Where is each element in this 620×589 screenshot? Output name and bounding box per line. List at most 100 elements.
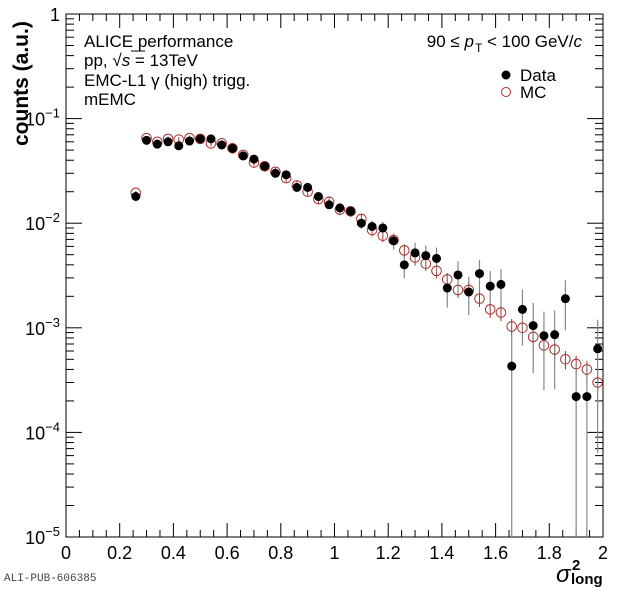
mc-point bbox=[345, 205, 356, 217]
mc-point bbox=[259, 160, 270, 172]
data-point bbox=[474, 269, 484, 279]
mc-point bbox=[452, 284, 464, 296]
y-tick-base: 10 bbox=[25, 319, 45, 339]
y-tick-exp: −2 bbox=[45, 210, 60, 225]
legend-data-label: Data bbox=[520, 66, 556, 85]
y-tick-label: 10−5 bbox=[25, 524, 60, 548]
mc-point bbox=[592, 377, 603, 388]
y-tick-exp: −3 bbox=[45, 315, 60, 330]
legend-mc-marker bbox=[501, 87, 511, 97]
data-point bbox=[249, 154, 259, 164]
data-point bbox=[432, 253, 442, 263]
data-point bbox=[174, 141, 184, 151]
legend-mc-label: MC bbox=[520, 83, 546, 102]
data-point bbox=[281, 170, 291, 180]
data-point bbox=[539, 331, 549, 341]
data-point bbox=[528, 321, 538, 331]
x-tick-label: 0 bbox=[61, 543, 71, 563]
mc-point bbox=[560, 353, 571, 365]
data-point bbox=[346, 206, 356, 216]
annotation-block: ALICE performance pp, √s = 13TeV EMC-L1 … bbox=[84, 32, 250, 109]
y-tick-label: 1 bbox=[50, 5, 60, 25]
data-point bbox=[356, 218, 366, 228]
data-point bbox=[152, 139, 162, 149]
mc-series bbox=[130, 132, 603, 388]
legend-data-marker bbox=[501, 70, 511, 80]
y-tick-base: 10 bbox=[25, 110, 45, 130]
x-tick-label: 1.8 bbox=[537, 543, 562, 563]
y-axis-label: counts (a.u.) bbox=[10, 21, 33, 146]
data-point bbox=[335, 203, 345, 213]
data-point bbox=[185, 136, 195, 146]
data-point bbox=[453, 270, 463, 280]
data-point bbox=[550, 330, 560, 340]
pt-range-label: 90 ≤ pT < 100 GeV/c bbox=[427, 32, 583, 55]
data-point bbox=[292, 182, 302, 192]
y-tick-label: 10−1 bbox=[25, 106, 60, 130]
annotation-mEMC: mEMC bbox=[84, 90, 136, 109]
pt-suffix: < 100 GeV/ bbox=[482, 32, 573, 51]
x-axis-label-sup: 2 bbox=[572, 557, 580, 574]
mc-point bbox=[399, 245, 410, 256]
annotation-trigger: EMC-L1 γ (high) trigg. bbox=[84, 71, 250, 90]
data-point bbox=[270, 168, 280, 178]
annotation-alice: ALICE performance bbox=[84, 32, 233, 51]
data-point bbox=[485, 281, 495, 291]
data-point bbox=[142, 135, 152, 145]
y-tick-exp: −1 bbox=[45, 106, 60, 121]
reference-id: ALI-PUB-606385 bbox=[4, 573, 97, 585]
data-point bbox=[131, 191, 141, 201]
y-tick-base: 10 bbox=[25, 423, 45, 443]
x-tick-labels: 0 0.2 0.4 0.6 0.8 1 1.2 1.4 1.6 1.8 2 bbox=[61, 543, 608, 563]
legend-item-data: Data bbox=[501, 66, 556, 85]
x-tick-label: 1.2 bbox=[376, 543, 401, 563]
x-tick-label: 2 bbox=[598, 543, 608, 563]
data-point bbox=[206, 134, 216, 144]
data-point bbox=[260, 161, 270, 171]
x-axis-label-sub: long bbox=[571, 571, 603, 588]
data-point bbox=[238, 151, 248, 161]
data-point bbox=[313, 191, 323, 201]
y-tick-labels: 110−110−210−310−410−5 bbox=[25, 5, 60, 548]
data-point bbox=[517, 304, 527, 314]
x-tick-label: 0.2 bbox=[107, 543, 132, 563]
pt-c: c bbox=[574, 32, 583, 51]
x-axis-label: σ 2 long bbox=[556, 557, 603, 588]
data-point bbox=[227, 143, 237, 153]
mc-point bbox=[495, 307, 507, 318]
mc-point bbox=[227, 143, 238, 154]
energy-s: s bbox=[122, 51, 131, 70]
mc-point bbox=[194, 133, 206, 145]
mc-point bbox=[517, 322, 528, 334]
x-tick-label: 0.6 bbox=[215, 543, 240, 563]
y-tick-base: 10 bbox=[25, 214, 45, 234]
mc-point bbox=[538, 340, 550, 351]
pt-prefix: 90 ≤ bbox=[427, 32, 465, 51]
mc-point bbox=[527, 331, 539, 343]
data-point bbox=[163, 137, 173, 147]
data-point bbox=[217, 140, 227, 150]
mc-point bbox=[431, 265, 442, 277]
data-point bbox=[464, 287, 474, 297]
pt-p: p bbox=[463, 32, 473, 51]
data-point bbox=[367, 221, 377, 231]
data-point bbox=[582, 392, 592, 402]
data-point bbox=[442, 283, 452, 293]
data-point bbox=[303, 182, 313, 192]
y-tick-exp: −5 bbox=[45, 524, 60, 539]
mc-point bbox=[570, 358, 582, 370]
data-series bbox=[131, 134, 603, 402]
x-tick-label: 1.4 bbox=[429, 543, 454, 563]
data-point bbox=[421, 251, 431, 261]
data-point bbox=[378, 223, 388, 233]
data-point bbox=[399, 260, 409, 270]
data-point bbox=[571, 392, 581, 402]
x-tick-label: 1.6 bbox=[483, 543, 508, 563]
data-point bbox=[410, 248, 420, 258]
y-tick-label: 10−3 bbox=[25, 315, 60, 339]
data-point bbox=[593, 344, 603, 354]
legend-item-mc: MC bbox=[501, 83, 546, 102]
y-tick-label: 10−4 bbox=[25, 419, 60, 443]
data-point bbox=[324, 200, 334, 210]
